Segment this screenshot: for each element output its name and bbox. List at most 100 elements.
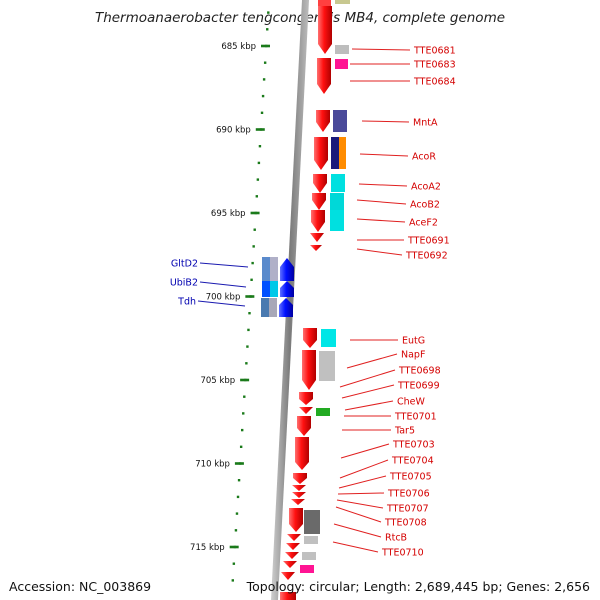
scale-dot [237, 479, 241, 482]
gene-arrow [289, 508, 303, 532]
scale-dot [239, 445, 243, 448]
gene-arrow [302, 350, 316, 390]
feature-box [335, 59, 348, 69]
gene-label[interactable]: TTE0701 [394, 412, 437, 423]
tick-mark [229, 545, 239, 549]
gene-label[interactable]: AcoA2 [411, 182, 441, 193]
leader-line [346, 353, 398, 369]
gene-arrow [313, 174, 327, 193]
tick-label: 690 kbp [216, 126, 251, 136]
scale-dot [242, 412, 245, 415]
scale-dot [257, 161, 261, 165]
scale-dot [261, 94, 265, 98]
gene-arrow [297, 416, 311, 436]
gene-label[interactable]: TTE0710 [381, 548, 424, 559]
leader-line [199, 281, 247, 288]
gene-arrow [310, 245, 322, 251]
top-partial-feature [335, 0, 350, 4]
map-title: Thermoanaerobacter tengcongensis MB4, co… [94, 10, 506, 26]
gene-arrow [314, 137, 328, 170]
feature-box [270, 281, 278, 297]
scale-dot [246, 345, 249, 348]
scale-dot [240, 428, 244, 432]
feature-box [321, 329, 336, 347]
leader-line [361, 120, 410, 123]
gene-label[interactable]: AcoB2 [410, 200, 440, 211]
leader-line [199, 262, 249, 268]
gene-label[interactable]: TTE0705 [389, 472, 432, 483]
leader-line [358, 183, 408, 187]
feature-box [304, 510, 320, 534]
gene-label[interactable]: TTE0698 [398, 366, 441, 377]
gene-arrow [280, 592, 296, 600]
gene-label[interactable]: TTE0708 [384, 518, 427, 529]
gene-label[interactable]: Tar5 [394, 426, 415, 437]
accession-text: Accession: NC_003869 [9, 579, 152, 594]
feature-box [270, 257, 278, 281]
gene-label[interactable]: TTE0704 [391, 456, 434, 467]
leader-line [338, 475, 387, 489]
leader-line [340, 443, 390, 459]
leader-line [356, 218, 406, 223]
gene-label[interactable]: GltD2 [171, 259, 198, 270]
gene-arrow [287, 534, 301, 541]
gene-label[interactable]: TTE0703 [392, 440, 435, 451]
leader-line [351, 48, 411, 51]
gene-label[interactable]: TTE0706 [387, 489, 430, 500]
scale-dot [250, 278, 253, 281]
leader-line [344, 400, 394, 411]
gene-labels-right: TTE0681 TTE0683 TTE0684 MntA AcoR AcoA2 AcoB2 A… [332, 46, 456, 559]
scale-dot [253, 228, 256, 231]
gene-label[interactable]: EutG [402, 336, 425, 347]
gene-arrow [299, 392, 313, 405]
gene-label[interactable]: UbiB2 [170, 278, 198, 289]
scale-dot [247, 328, 250, 332]
leader-line [356, 248, 403, 256]
gene-label[interactable]: MntA [413, 118, 438, 129]
feature-box [331, 137, 339, 169]
gene-label[interactable]: Tdh [177, 297, 196, 308]
gene-arrow [280, 281, 294, 297]
leader-line [337, 492, 385, 495]
leader-line [359, 153, 409, 157]
tick-mark [261, 44, 270, 48]
leader-line [197, 300, 246, 307]
feature-box [269, 298, 277, 317]
gene-label[interactable]: AcoR [412, 152, 436, 163]
feature-box [316, 408, 330, 416]
gene-label[interactable]: AceF2 [409, 218, 438, 229]
gene-label[interactable]: NapF [401, 350, 425, 361]
feature-box [331, 174, 345, 192]
gene-arrow [318, 6, 332, 54]
gene-label[interactable]: TTE0683 [413, 60, 456, 71]
gene-label[interactable]: RtcB [385, 533, 407, 544]
leader-line [339, 459, 389, 479]
tick-label: 695 kbp [211, 209, 246, 219]
gene-arrow [281, 572, 295, 580]
tick-mark [240, 378, 250, 382]
scale-dot [231, 579, 234, 582]
gene-label[interactable]: TTE0684 [413, 77, 456, 88]
leader-line [336, 499, 384, 509]
gene-label[interactable]: TTE0699 [397, 381, 440, 392]
leader-line [332, 541, 379, 553]
gene-label[interactable]: CheW [397, 397, 425, 408]
scale-dot [235, 512, 239, 515]
gene-label[interactable]: TTE0691 [407, 236, 450, 247]
gene-label[interactable]: TTE0707 [386, 504, 429, 515]
feature-box [319, 351, 335, 381]
gene-arrow [312, 193, 326, 210]
top-partial-gene [318, 0, 331, 6]
feature-box [330, 210, 344, 231]
scale-dot [267, 11, 270, 14]
gene-arrow [310, 233, 324, 242]
leader-line [339, 369, 396, 388]
reverse-genes [261, 257, 294, 317]
gene-label[interactable]: TTE0692 [405, 251, 448, 262]
scale-dot [256, 178, 260, 181]
tick-mark [234, 462, 244, 465]
scale-dot [251, 261, 254, 265]
feature-box [302, 552, 316, 560]
gene-label[interactable]: TTE0681 [413, 46, 456, 57]
